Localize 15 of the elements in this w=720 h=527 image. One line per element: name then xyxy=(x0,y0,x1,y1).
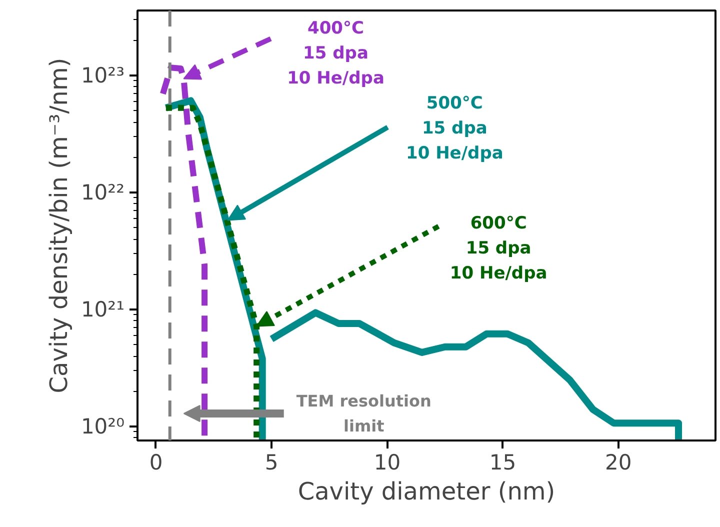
ref-line-label: TEM resolution limit xyxy=(296,392,432,436)
y-tick-label: 10²¹ xyxy=(80,298,125,322)
y-tick-label: 10²⁰ xyxy=(80,414,125,439)
annotation: 600°C 15 dpa 10 He/dpa xyxy=(450,213,548,284)
annotation: 500°C 15 dpa 10 He/dpa xyxy=(406,93,504,164)
x-tick-label: 0 xyxy=(149,450,163,474)
y-axis-title: Cavity density/bin (m⁻³/nm) xyxy=(44,58,73,394)
y-tick-label: 10²² xyxy=(80,180,125,205)
x-axis-title: Cavity diameter (nm) xyxy=(298,478,556,506)
annotation: 400°C 15 dpa 10 He/dpa xyxy=(287,18,384,89)
x-tick-label: 5 xyxy=(264,450,278,474)
x-tick-label: 20 xyxy=(605,450,632,474)
x-tick-label: 15 xyxy=(489,450,516,474)
y-tick-label: 10²³ xyxy=(80,64,125,88)
x-tick-label: 10 xyxy=(374,450,401,474)
